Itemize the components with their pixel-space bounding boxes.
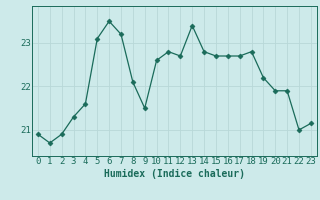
X-axis label: Humidex (Indice chaleur): Humidex (Indice chaleur)	[104, 169, 245, 179]
